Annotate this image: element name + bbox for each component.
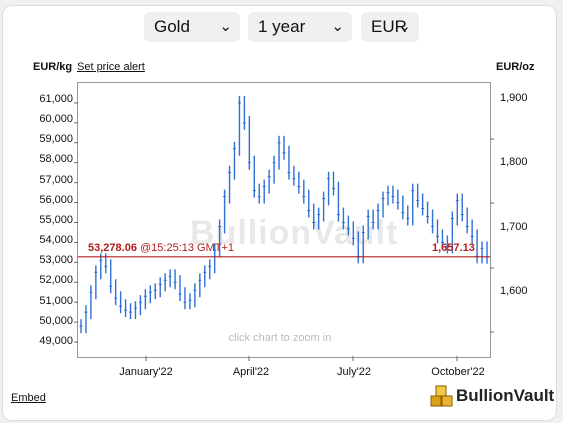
chevron-down-icon: ⌄ [398, 18, 411, 35]
y-tick-label: 56,000 [39, 194, 73, 206]
brand-name: BullionVault [456, 386, 555, 405]
y-tick-label: 60,000 [39, 113, 73, 125]
current-price-left-label: 53,278.06 @15:25:13 GMT+1 [88, 242, 234, 254]
y-tick-label: 61,000 [39, 93, 73, 105]
chevron-down-icon: ⌄ [219, 18, 232, 35]
left-unit-label: EUR/kg [33, 61, 73, 73]
set-price-alert-link[interactable]: Set price alert [77, 61, 145, 73]
gold-bars-icon [430, 385, 453, 407]
currency-select[interactable]: EUR ⌄ [361, 12, 419, 42]
y-right-tick-label: 1,900 [500, 92, 528, 104]
chart-plot-area[interactable] [77, 82, 491, 358]
chart-card [2, 5, 557, 421]
y-tick-label: 49,000 [39, 335, 73, 347]
current-price-time: @15:25:13 GMT+1 [140, 242, 235, 254]
x-tick-label: April'22 [232, 366, 270, 378]
x-tick-label: July'22 [337, 366, 371, 378]
currency-select-value: EUR [371, 17, 407, 36]
y-right-tick-label: 1,800 [500, 156, 528, 168]
x-tick-label: October'22 [431, 366, 485, 378]
y-tick-label: 53,000 [39, 254, 73, 266]
chevron-down-icon: ⌄ [331, 18, 344, 35]
x-tick-label: January'22 [119, 366, 173, 378]
y-right-tick-label: 1,700 [500, 221, 528, 233]
right-unit-label: EUR/oz [496, 61, 535, 73]
y-tick-label: 51,000 [39, 295, 73, 307]
y-tick-label: 58,000 [39, 153, 73, 165]
metal-select-value: Gold [154, 17, 190, 36]
y-tick-label: 59,000 [39, 133, 73, 145]
y-tick-label: 50,000 [39, 315, 73, 327]
y-tick-label: 54,000 [39, 234, 73, 246]
current-price-eur-oz: 1,657.13 [432, 242, 475, 254]
y-tick-label: 52,000 [39, 274, 73, 286]
y-tick-label: 55,000 [39, 214, 73, 226]
period-select[interactable]: 1 year ⌄ [248, 12, 352, 42]
controls-bar: Gold ⌄ 1 year ⌄ EUR ⌄ [0, 12, 563, 44]
metal-select[interactable]: Gold ⌄ [144, 12, 240, 42]
zoom-hint: click chart to zoom in [228, 332, 332, 344]
period-select-value: 1 year [258, 17, 306, 36]
current-price-eur-kg: 53,278.06 [88, 242, 137, 254]
y-right-tick-label: 1,600 [500, 285, 528, 297]
y-tick-label: 57,000 [39, 174, 73, 186]
embed-link[interactable]: Embed [11, 392, 46, 404]
